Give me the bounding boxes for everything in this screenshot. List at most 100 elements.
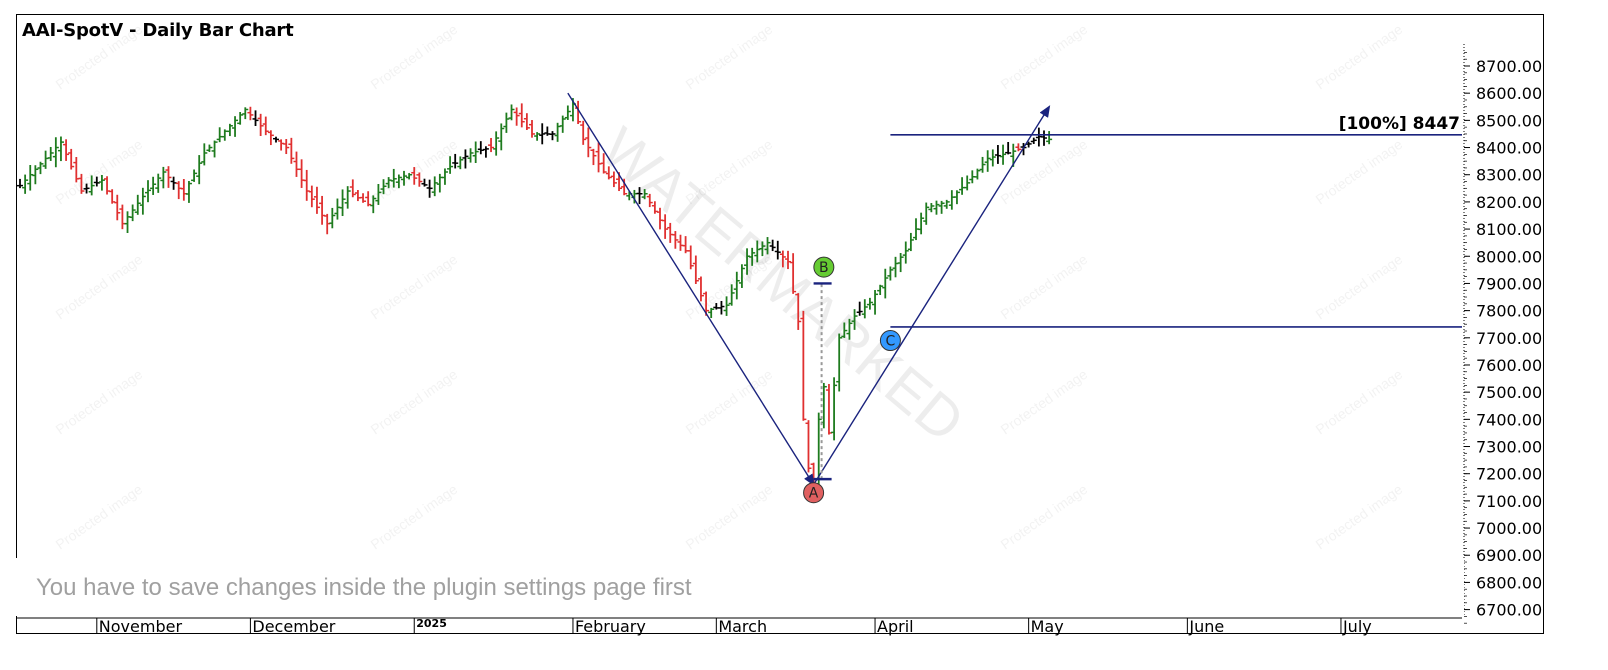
chart-frame <box>16 14 1544 634</box>
ohlc-bar <box>498 123 505 151</box>
x-tick-label: April <box>877 617 914 636</box>
ohlc-bar <box>672 231 679 249</box>
ohlc-bar <box>185 181 192 203</box>
ohlc-bar <box>723 296 730 316</box>
x-tick-label: May <box>1031 617 1064 636</box>
ohlc-bar <box>518 103 525 128</box>
ohlc-bar <box>247 106 254 121</box>
x-tick-label: February <box>575 617 646 636</box>
point-a-label: A <box>809 486 819 502</box>
plugin-notice-text: You have to save changes inside the plug… <box>36 574 692 601</box>
ohlc-bar <box>308 185 315 208</box>
ohlc-bar <box>431 176 438 197</box>
ohlc-bar <box>728 284 735 306</box>
ohlc-bar <box>913 218 919 241</box>
ohlc-bar <box>267 130 274 146</box>
ohlc-bar <box>313 186 320 214</box>
ohlc-bar <box>339 189 346 217</box>
ohlc-bar <box>155 173 162 193</box>
ohlc-bar <box>441 168 448 185</box>
ohlc-bar <box>887 266 894 281</box>
y-tick-label: 7000.00 <box>1476 519 1542 538</box>
ohlc-bar <box>411 167 418 185</box>
ohlc-bar <box>953 190 960 205</box>
protected-watermark: Protected image <box>1313 21 1406 93</box>
ohlc-bar <box>836 333 843 392</box>
ohlc-bar <box>150 176 157 195</box>
ohlc-bar <box>687 245 694 270</box>
ohlc-bar <box>539 123 546 145</box>
protected-watermark: Protected image <box>1313 136 1406 208</box>
ohlc-bar <box>462 149 469 169</box>
ohlc-bar <box>554 122 561 142</box>
y-tick-label: 6800.00 <box>1476 573 1542 592</box>
ohlc-bar <box>134 194 141 215</box>
ohlc-bar <box>293 151 300 177</box>
ohlc-bar <box>482 146 489 158</box>
protected-watermark: Protected image <box>368 481 461 553</box>
protected-watermark: Protected image <box>1313 481 1406 553</box>
ohlc-bar <box>621 178 628 196</box>
ohlc-bar <box>493 131 500 156</box>
ohlc-bar <box>160 166 167 189</box>
ohlc-bar <box>288 137 295 164</box>
ohlc-bar <box>109 189 116 204</box>
ohlc-bar <box>738 264 745 288</box>
protected-watermark: Protected image <box>53 251 146 323</box>
ohlc-bar <box>68 148 75 170</box>
ohlc-bar <box>206 144 213 152</box>
ohlc-bar <box>1000 144 1007 165</box>
y-tick-label: 7900.00 <box>1476 274 1542 293</box>
chart-title: AAI-SpotV - Daily Bar Chart <box>22 20 294 41</box>
ohlc-bar <box>221 129 228 141</box>
ohlc-bar <box>467 148 474 163</box>
y-tick-label: 7200.00 <box>1476 465 1542 484</box>
plugin-notice: You have to save changes inside the plug… <box>16 558 1464 616</box>
ohlc-bar <box>508 104 515 121</box>
ohlc-bar <box>124 211 131 234</box>
ohlc-bar <box>457 156 464 170</box>
ohlc-bar <box>841 322 848 338</box>
ohlc-bar <box>211 140 218 158</box>
ohlc-bar <box>969 170 976 184</box>
y-tick-label: 8500.00 <box>1476 111 1542 130</box>
watermark-text: WATERMARKED <box>589 115 976 455</box>
ohlc-bar <box>426 179 433 198</box>
ohlc-bar <box>718 300 725 315</box>
ohlc-bar <box>406 173 413 180</box>
ohlc-bar <box>32 165 39 185</box>
x-tick-label: March <box>718 617 767 636</box>
ohlc-bar <box>395 174 402 189</box>
level-label: [100%] 8447 <box>1339 114 1460 134</box>
ohlc-bar <box>488 137 495 153</box>
protected-watermark: Protected image <box>53 481 146 553</box>
ohlc-bar <box>856 301 863 316</box>
ohlc-bar <box>851 309 858 330</box>
ohlc-bar <box>165 166 172 188</box>
ohlc-bar <box>974 168 981 180</box>
ohlc-bar <box>421 178 428 187</box>
ohlc-bar <box>42 150 49 169</box>
y-tick-label: 8600.00 <box>1476 84 1542 103</box>
ohlc-bar <box>360 193 367 203</box>
ohlc-bar <box>37 161 44 175</box>
ohlc-bar <box>692 255 699 284</box>
protected-watermark: Protected image <box>368 251 461 323</box>
ohlc-bar <box>703 291 710 316</box>
ohlc-bar <box>283 139 290 155</box>
trend-arrow <box>813 105 1051 485</box>
ohlc-bar <box>503 112 510 133</box>
ohlc-bar <box>790 253 797 294</box>
ohlc-bar <box>646 193 653 208</box>
ohlc-bar <box>262 116 269 136</box>
ohlc-bar <box>959 177 966 195</box>
protected-watermark: Protected image <box>1313 366 1406 438</box>
ohlc-bar <box>733 271 740 300</box>
ohlc-bar <box>175 181 182 200</box>
ohlc-bar <box>907 232 914 252</box>
ohlc-bar <box>897 252 904 273</box>
ohlc-bar <box>329 207 336 229</box>
ohlc-bar <box>139 187 146 215</box>
ohlc-bar <box>380 179 387 195</box>
